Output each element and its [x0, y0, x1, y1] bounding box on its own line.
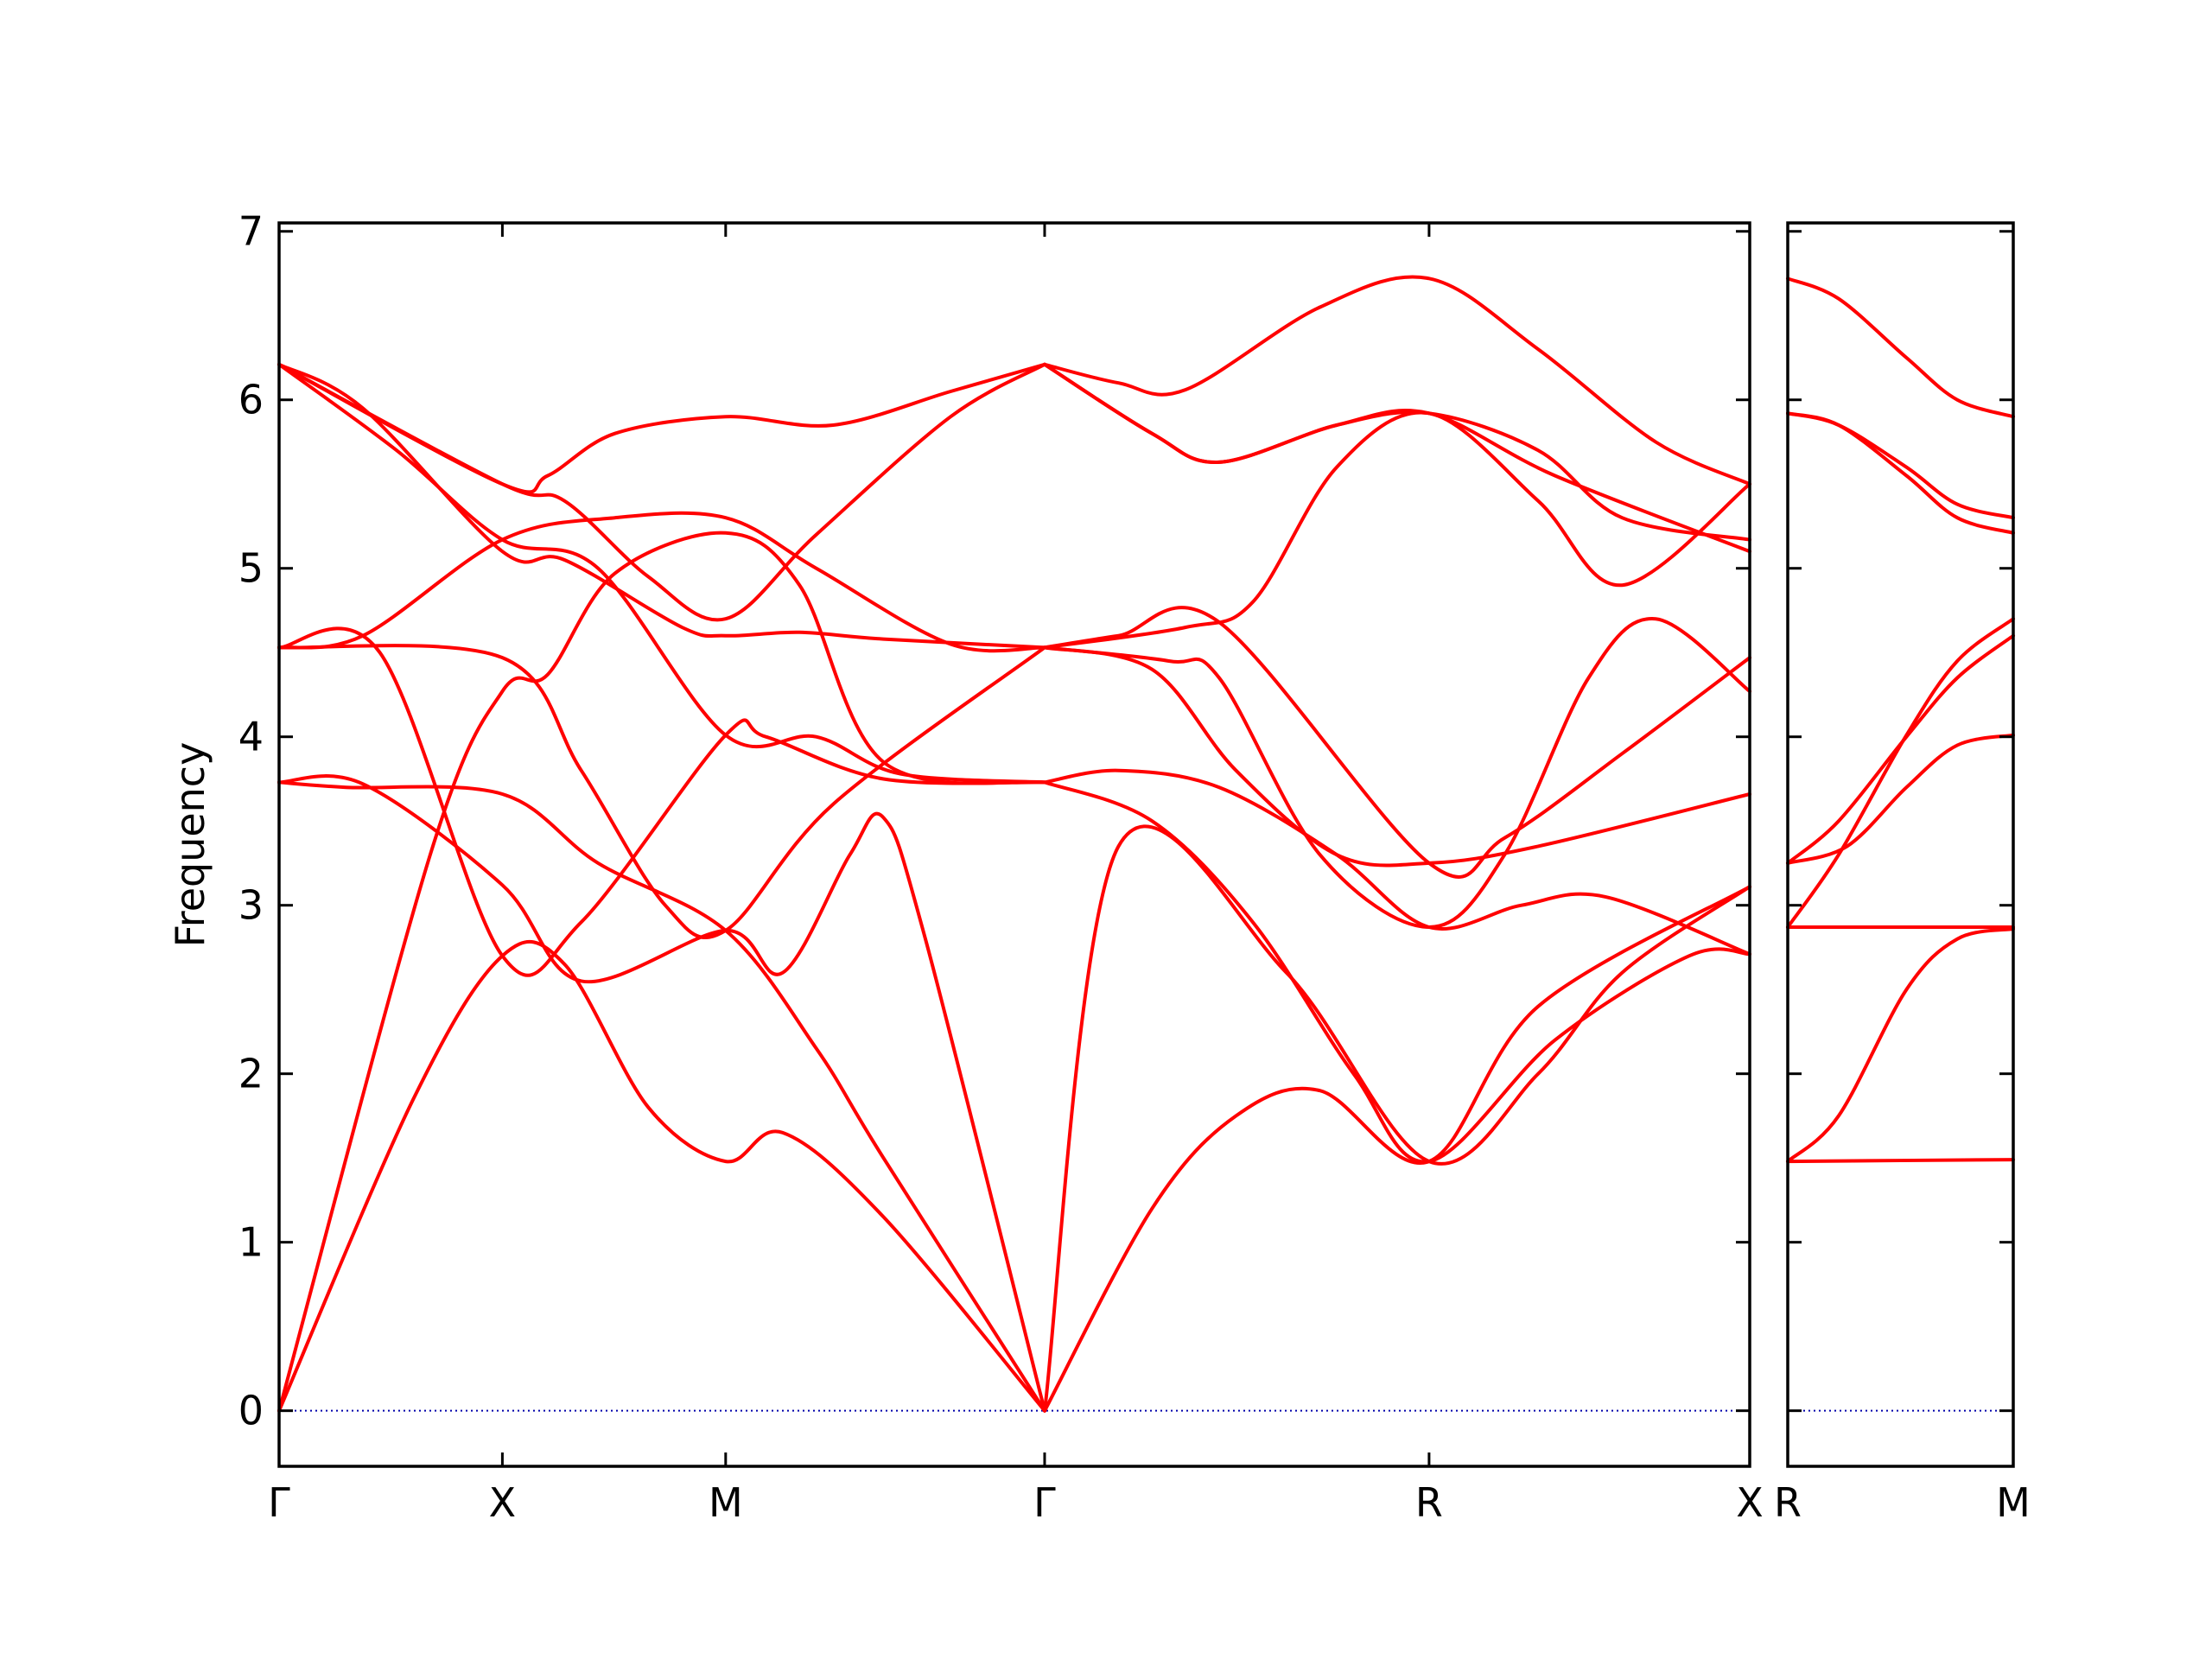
band-line-0-15	[1043, 645, 1751, 868]
band-line-0-8	[277, 362, 1046, 650]
band-line-1-4	[1786, 733, 2015, 865]
band-line-1-8	[1786, 276, 2015, 419]
band-line-0-12	[1043, 824, 1751, 1413]
y-axis-label: Frequency	[167, 742, 213, 948]
plot-frame	[1786, 221, 2015, 1468]
y-tick-label: 3	[238, 882, 264, 929]
x-tick-label: Γ	[1033, 1479, 1056, 1526]
x-tick-label: X	[489, 1479, 517, 1526]
band-line-0-11	[1043, 885, 1751, 1413]
band-line-0-19	[1043, 362, 1751, 542]
band-line-1-3	[1786, 617, 2015, 929]
band-line-0-5	[277, 511, 1046, 653]
band-line-1-5	[1786, 633, 2015, 865]
x-tick-label: X	[1736, 1479, 1764, 1526]
y-tick-label: 0	[238, 1388, 264, 1434]
band-line-0-7	[277, 362, 1046, 494]
band-line-0-10	[277, 626, 1046, 977]
y-tick-label: 5	[238, 545, 264, 592]
y-tick-label: 4	[238, 714, 264, 760]
band-line-0-17	[1043, 606, 1751, 879]
band-line-0-9	[277, 362, 1046, 785]
band-line-0-3	[277, 780, 1046, 1413]
x-tick-label: R	[1774, 1479, 1802, 1526]
band-line-0-4	[277, 644, 1046, 940]
x-tick-label: M	[1996, 1479, 2031, 1526]
panel-left: 0 1 2 3 4 5 6 7 Γ X M Γ R X	[238, 208, 1764, 1526]
band-line-1-6	[1786, 411, 2015, 535]
y-tick-label: 1	[238, 1219, 264, 1266]
band-line-1-7	[1786, 411, 2015, 520]
band-line-1-0	[1786, 1158, 2015, 1164]
y-tick-label: 7	[238, 208, 264, 255]
y-tick-label: 2	[238, 1051, 264, 1097]
band-line-0-21	[1043, 362, 1751, 554]
band-line-0-16	[1043, 617, 1751, 929]
band-line-0-18	[1043, 410, 1751, 650]
x-tick-label: Γ	[268, 1479, 290, 1526]
band-line-0-20	[1043, 275, 1751, 486]
band-line-0-1	[277, 531, 1046, 1413]
band-line-0-0	[277, 939, 1046, 1413]
band-line-0-13	[1043, 780, 1751, 1164]
y-tick-label: 6	[238, 377, 264, 423]
band-line-0-6	[277, 362, 1046, 622]
band-line-0-2	[277, 774, 1046, 1413]
plot-frame	[277, 221, 1751, 1468]
band-line-0-14	[1043, 768, 1751, 957]
x-tick-label: R	[1415, 1479, 1443, 1526]
band-line-1-1	[1786, 927, 2015, 1164]
x-tick-label: M	[709, 1479, 743, 1526]
